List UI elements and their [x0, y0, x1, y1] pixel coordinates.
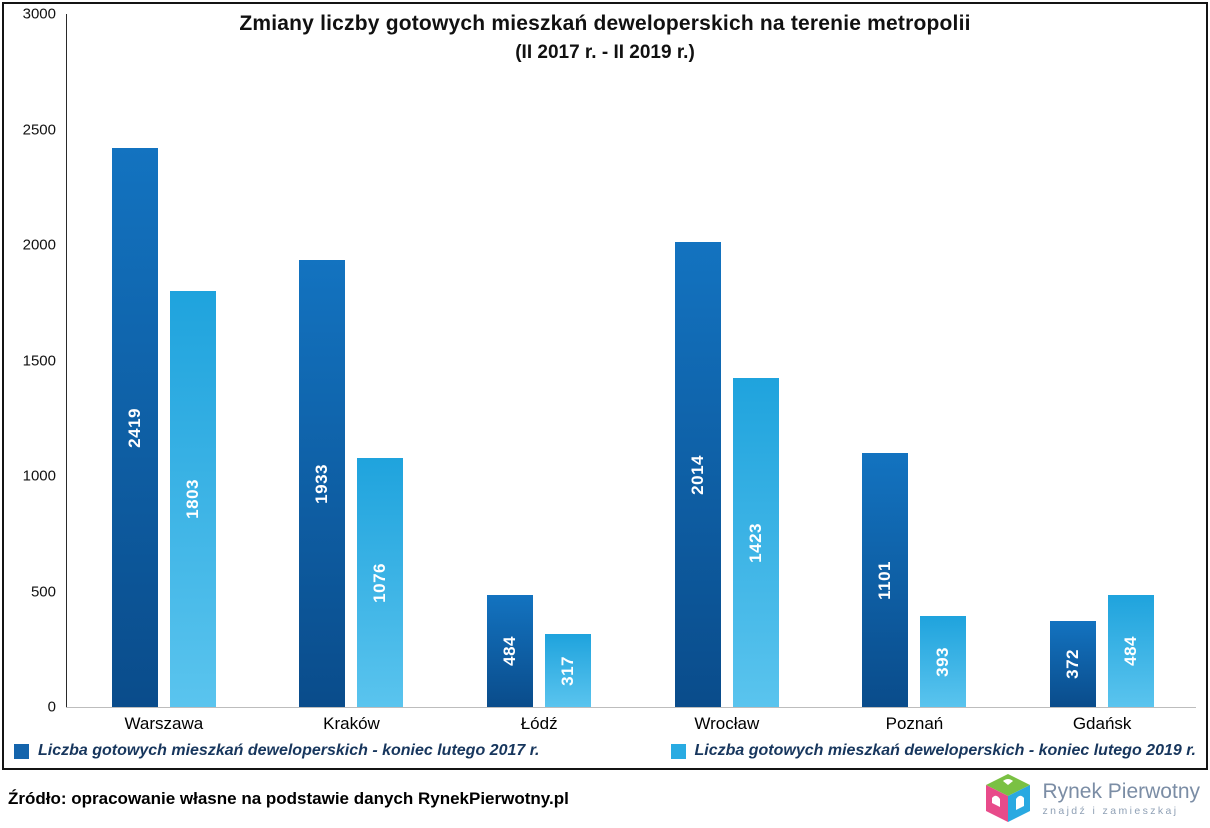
source-note: Źródło: opracowanie własne na podstawie …: [8, 789, 569, 808]
bars-row: 2014 1423: [674, 14, 779, 707]
bars-row: 484 317: [487, 14, 592, 707]
y-tick-label: 3000: [22, 5, 56, 23]
y-tick-label: 1500: [22, 352, 56, 369]
legend-label: Liczba gotowych mieszkań deweloperskich …: [694, 742, 1197, 759]
bar: 1423: [732, 378, 779, 707]
bar: 1076: [357, 458, 404, 707]
legend-item: Liczba gotowych mieszkań deweloperskich …: [14, 742, 540, 760]
bar-value-label: 1803: [182, 479, 202, 519]
chart-title-block: Zmiany liczby gotowych mieszkań dewelope…: [4, 12, 1206, 64]
bars-row: 2419 1803: [111, 14, 216, 707]
bars-row: 1101 393: [862, 14, 967, 707]
bar: 317: [545, 634, 592, 707]
bar: 393: [920, 616, 967, 707]
bar-chart: Zmiany liczby gotowych mieszkań dewelope…: [2, 2, 1208, 770]
bar-value-label: 484: [500, 636, 520, 666]
category-group: 1933 1076 Kraków: [299, 14, 404, 741]
rynek-pierwotny-logo: Rynek Pierwotny znajdź i zamieszkaj: [984, 773, 1200, 825]
y-tick-label: 2000: [22, 236, 56, 254]
x-category-label: Kraków: [323, 714, 380, 733]
y-axis-line: [66, 14, 67, 708]
x-axis-line: [66, 707, 1196, 708]
footer: Źródło: opracowanie własne na podstawie …: [0, 770, 1210, 828]
bar-value-label: 1933: [312, 463, 332, 504]
bar: 484: [1108, 595, 1155, 707]
bar: 372: [1050, 621, 1097, 707]
x-category-label: Gdańsk: [1072, 714, 1132, 733]
category-group: 2419 1803 Warszawa: [111, 14, 216, 741]
bar: 1933: [299, 260, 346, 707]
bar-value-label: 393: [933, 646, 953, 677]
bar: 2014: [674, 242, 721, 707]
bar: 1803: [169, 291, 216, 707]
bar: 1101: [862, 453, 909, 707]
logo-subtitle: znajdź i zamieszkaj: [1042, 805, 1179, 818]
bars-row: 1933 1076: [299, 14, 404, 707]
x-category-label: Warszawa: [124, 714, 204, 733]
bar: 2419: [111, 148, 158, 707]
bar: 484: [487, 595, 534, 707]
logo-title: Rynek Pierwotny: [1042, 780, 1200, 804]
x-category-label: Łódź: [520, 714, 558, 733]
plot-area: 2419 1803 Warszawa 1933 1076 Kraków 484 317 Łódź…: [70, 14, 1196, 741]
legend-swatch: [14, 743, 29, 759]
bar-value-label: 1423: [745, 522, 765, 563]
bar-value-label: 317: [558, 655, 578, 686]
bars-row: 372 484: [1050, 14, 1155, 707]
category-group: 1101 393 Poznań: [862, 14, 967, 741]
bar-value-label: 2419: [124, 407, 144, 448]
logo-cube-icon: [986, 774, 1031, 822]
bar-value-label: 2014: [687, 454, 707, 495]
category-group: 2014 1423 Wrocław: [674, 14, 779, 741]
category-group: 372 484 Gdańsk: [1050, 14, 1155, 741]
bar-value-label: 1101: [875, 560, 895, 600]
category-group: 484 317 Łódź: [487, 14, 592, 741]
chart-subtitle: (II 2017 r. - II 2019 r.): [515, 42, 695, 63]
bar-value-label: 1076: [370, 562, 390, 603]
logo-text: Rynek Pierwotny znajdź i zamieszkaj: [1042, 780, 1200, 818]
legend: Liczba gotowych mieszkań deweloperskich …: [14, 738, 1196, 764]
x-category-label: Wrocław: [694, 714, 760, 733]
bar-value-label: 372: [1063, 649, 1083, 679]
x-category-label: Poznań: [885, 714, 944, 733]
y-tick-label: 500: [30, 583, 56, 600]
bar-value-label: 484: [1121, 636, 1141, 666]
y-tick-label: 1000: [22, 467, 56, 485]
y-tick-label: 0: [47, 698, 56, 716]
legend-label: Liczba gotowych mieszkań deweloperskich …: [38, 742, 540, 759]
y-axis: 0 500 1000 1500 2000 2500 3000: [4, 4, 62, 768]
y-tick-label: 2500: [22, 121, 56, 138]
legend-item: Liczba gotowych mieszkań deweloperskich …: [670, 742, 1197, 760]
chart-title: Zmiany liczby gotowych mieszkań dewelope…: [239, 12, 971, 35]
legend-swatch: [670, 743, 686, 759]
